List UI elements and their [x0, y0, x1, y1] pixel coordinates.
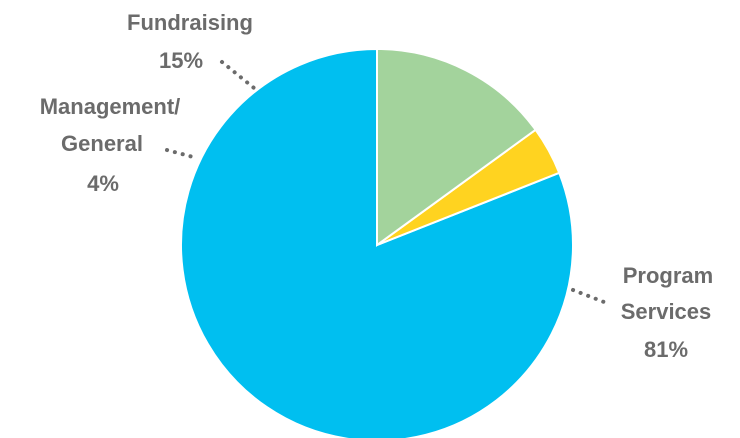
program-label-name-2: Services: [621, 299, 712, 324]
fundraising-label-value: 15%: [159, 48, 203, 73]
pie-slice-program-services: [180, 47, 574, 438]
program-label-value: 81%: [644, 337, 688, 362]
management-label-name-2: General: [61, 131, 143, 156]
fundraising-leader-line: [220, 60, 256, 90]
management-label-value: 4%: [87, 171, 119, 196]
pie-slices: [180, 47, 574, 438]
fundraising-label-name: Fundraising: [127, 10, 253, 35]
management-leader-line: [165, 148, 195, 159]
management-label-name: Management/: [40, 94, 181, 119]
program-leader-line: [571, 288, 606, 304]
pie-slice-fundraising: [376, 47, 537, 247]
program-label-name: Program: [623, 263, 713, 288]
